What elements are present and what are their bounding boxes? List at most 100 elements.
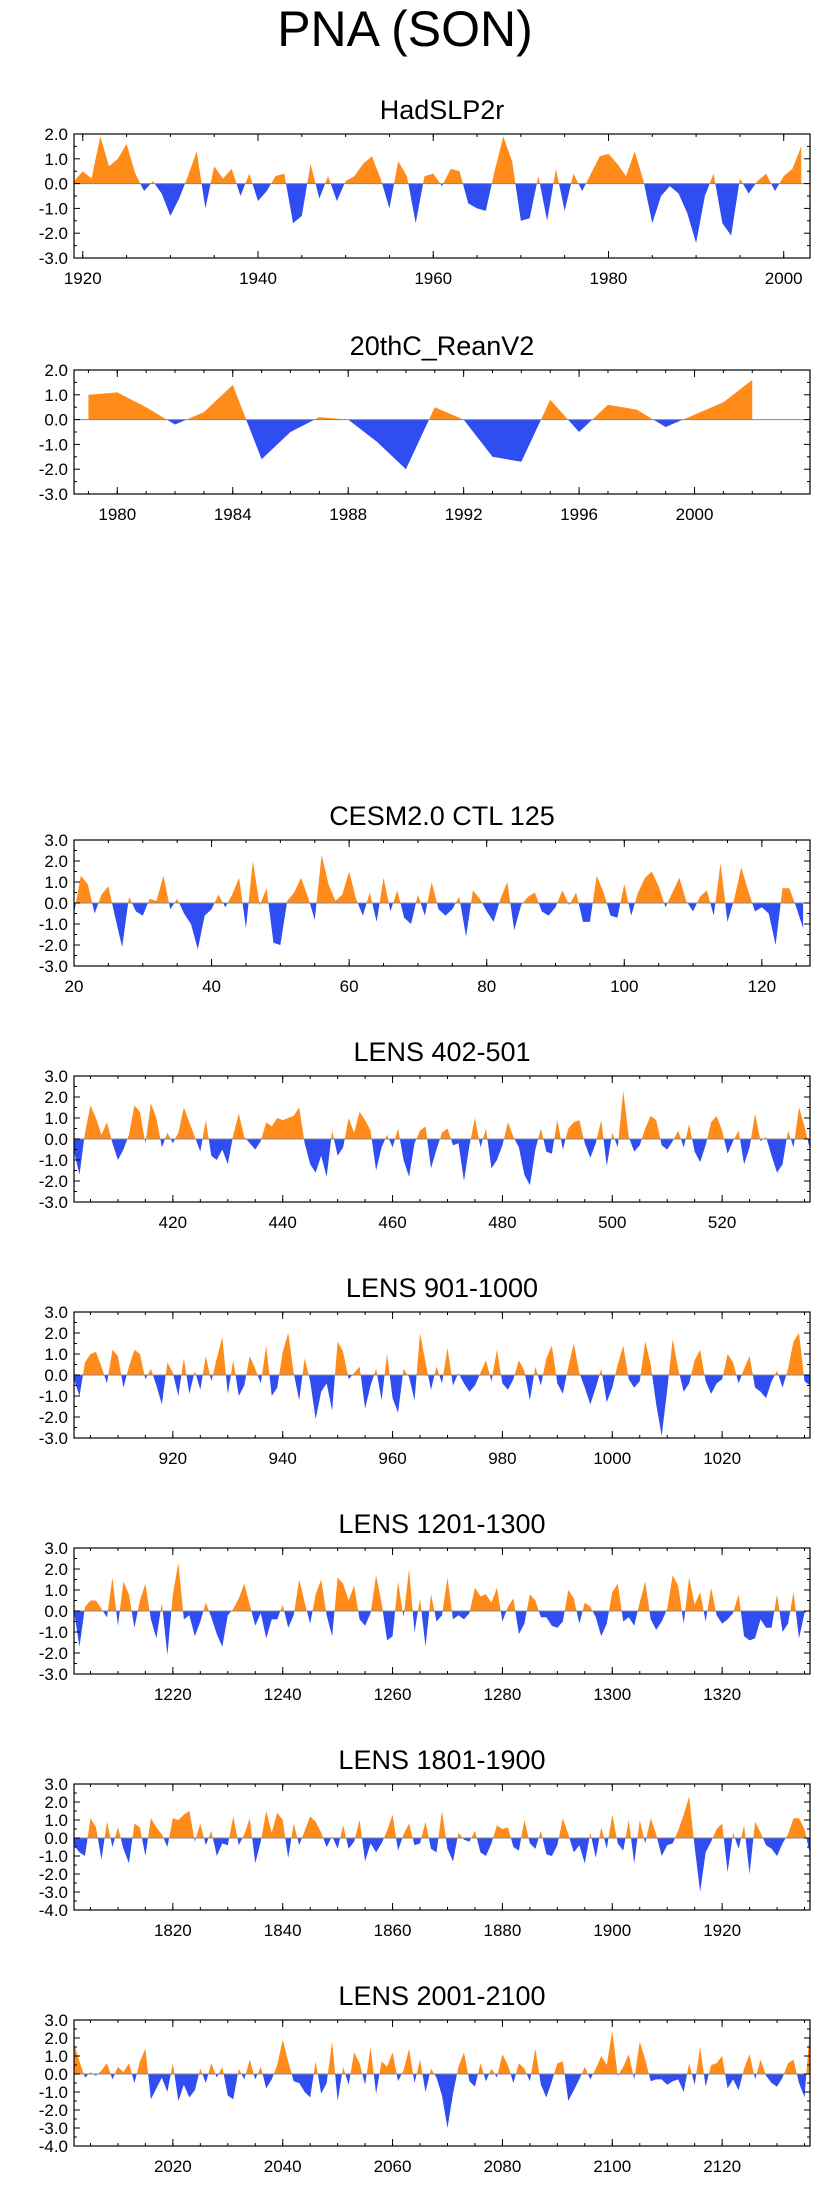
negative-area-54 — [724, 1139, 735, 1154]
positive-area-18 — [237, 2068, 242, 2074]
positive-area-14 — [325, 176, 331, 184]
negative-area-72 — [745, 1838, 754, 1874]
positive-area-35 — [471, 890, 483, 903]
negative-area-52 — [692, 1139, 708, 1163]
positive-area-19 — [242, 1818, 253, 1838]
negative-area-42 — [568, 903, 571, 906]
x-tick-label: 1940 — [239, 269, 277, 288]
negative-area-13 — [315, 183, 326, 199]
negative-area-20 — [252, 1838, 262, 1864]
negative-area-38 — [428, 1838, 439, 1853]
positive-area-57 — [750, 1113, 761, 1139]
positive-area-58 — [581, 2066, 588, 2074]
negative-area-58 — [616, 1838, 626, 1851]
positive-area-61 — [615, 1345, 629, 1375]
positive-area-33 — [503, 1122, 515, 1139]
positive-area-45 — [592, 875, 607, 903]
negative-area-51 — [649, 1611, 667, 1630]
x-tick-label: 520 — [708, 1213, 736, 1232]
negative-area-37 — [396, 2074, 402, 2082]
y-tick-label: 1.0 — [44, 2047, 68, 2066]
positive-area-24 — [491, 136, 516, 184]
y-tick-label: -2.0 — [39, 460, 68, 479]
positive-area-25 — [416, 1126, 428, 1139]
positive-area-53 — [697, 890, 711, 903]
positive-area-22 — [257, 2066, 263, 2074]
positive-area-37 — [554, 1120, 561, 1139]
positive-area-78 — [806, 2027, 810, 2074]
x-tick-label: 1984 — [214, 505, 252, 524]
positive-area-63 — [640, 1341, 653, 1375]
negative-area-6 — [144, 1375, 148, 1380]
negative-area-33 — [421, 1611, 430, 1647]
positive-area-28 — [553, 168, 559, 184]
negative-area-12 — [186, 1375, 194, 1394]
y-tick-label: 0.0 — [44, 1130, 68, 1149]
positive-area-31 — [352, 1366, 361, 1375]
positive-area-8 — [136, 2048, 149, 2074]
positive-area-43 — [611, 1132, 615, 1139]
negative-area-18 — [237, 1838, 243, 1846]
y-tick-label: 2.0 — [44, 1088, 68, 1107]
positive-area-24 — [273, 2039, 292, 2074]
negative-area-21 — [306, 1611, 313, 1624]
y-tick-label: -3.0 — [39, 1665, 68, 1684]
negative-area-38 — [510, 903, 523, 931]
positive-area-4 — [107, 1577, 117, 1611]
negative-area-5 — [116, 1611, 120, 1626]
positive-area-75 — [785, 1818, 807, 1838]
positive-area-56 — [554, 2061, 565, 2074]
negative-area-3 — [102, 1611, 108, 1618]
positive-area-9 — [165, 1362, 174, 1375]
negative-area-22 — [257, 1375, 262, 1384]
positive-area-36 — [739, 178, 743, 184]
negative-area-14 — [203, 1838, 209, 1846]
chart-panel-2: 20thC_ReanV2 2.0 1.0 0.0 -1.0 -2.0 -3.0 1980 198… — [39, 331, 811, 524]
positive-area-27 — [393, 890, 401, 903]
negative-area-25 — [358, 1611, 371, 1626]
positive-area-49 — [634, 871, 665, 903]
negative-area-48 — [489, 1375, 493, 1382]
x-tick-label: 1988 — [329, 505, 367, 524]
positive-area-44 — [457, 2052, 469, 2074]
x-tick-label: 1300 — [593, 1685, 631, 1704]
positive-area-47 — [521, 1820, 529, 1838]
figure-title: PNA (SON) — [277, 1, 533, 57]
x-tick-label: 1860 — [374, 1921, 412, 1940]
negative-area-60 — [602, 1375, 616, 1403]
positive-area-36 — [442, 1577, 452, 1611]
positive-area-52 — [515, 2063, 527, 2074]
positive-area-20 — [245, 2059, 254, 2074]
x-tick-label: 960 — [378, 1449, 406, 1468]
positive-area-26 — [536, 176, 540, 184]
negative-area-10 — [179, 903, 215, 950]
positive-area-19 — [230, 1360, 236, 1375]
positive-area-23 — [395, 1128, 400, 1139]
positive-area-9 — [148, 1818, 164, 1838]
negative-area-20 — [371, 1139, 386, 1171]
positive-area-27 — [302, 1358, 309, 1375]
negative-area-22 — [388, 1139, 396, 1148]
negative-area-4 — [110, 1838, 115, 1847]
y-tick-label: -2.0 — [39, 1644, 68, 1663]
positive-area-15 — [208, 1830, 213, 1838]
negative-area-74 — [778, 1375, 787, 1388]
negative-area-64 — [807, 1139, 810, 1150]
panel-title: LENS 901-1000 — [346, 1273, 538, 1303]
positive-area-4 — [184, 151, 202, 184]
negative-area-19 — [241, 2074, 246, 2080]
positive-area-40 — [416, 2059, 423, 2074]
negative-area-27 — [317, 2074, 328, 2094]
positive-area-21 — [261, 1811, 286, 1838]
y-tick-label: 0.0 — [44, 1602, 68, 1621]
negative-area-6 — [131, 903, 148, 916]
x-tick-label: 20 — [65, 977, 84, 996]
negative-area-52 — [569, 1838, 590, 1864]
positive-area-12 — [683, 379, 753, 420]
negative-area-19 — [408, 183, 424, 224]
negative-area-67 — [691, 2074, 697, 2085]
positive-area-37 — [402, 1368, 408, 1375]
positive-area-73 — [774, 1370, 779, 1375]
panel-title: 20thC_ReanV2 — [350, 331, 535, 361]
y-tick-label: 1.0 — [44, 1811, 68, 1830]
